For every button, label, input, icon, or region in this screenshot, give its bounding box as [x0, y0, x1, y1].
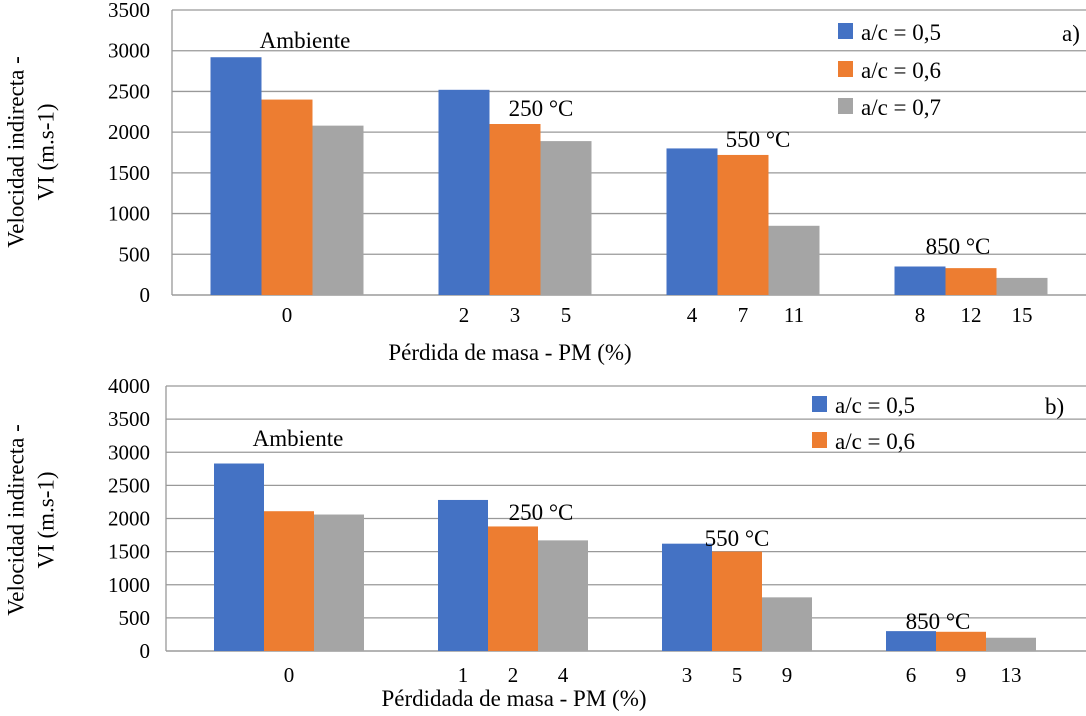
y-tick-label: 3000	[108, 440, 150, 464]
bar	[214, 463, 264, 651]
y-axis-title: Velocidad indirecta -	[3, 424, 28, 616]
legend-swatch	[838, 98, 853, 114]
legend-label: a/c = 0,6	[835, 429, 915, 454]
y-tick-label: 3500	[108, 407, 150, 431]
y-axis-title: VI (m.s-1)	[33, 103, 58, 200]
x-tick-label: 15	[1012, 303, 1033, 327]
bar	[264, 511, 314, 651]
group-annotation: 850 °C	[906, 609, 971, 634]
x-tick-label: 9	[956, 663, 967, 687]
bar	[489, 124, 541, 295]
y-tick-label: 2500	[108, 79, 150, 103]
y-tick-label: 4000	[108, 374, 150, 398]
y-tick-label: 1500	[108, 540, 150, 564]
group-annotation: Ambiente	[253, 426, 344, 451]
bar	[438, 89, 490, 295]
y-axis-title: Velocidad indirecta -	[3, 56, 28, 248]
legend-swatch	[838, 61, 853, 77]
bar	[666, 148, 718, 295]
legend-swatch	[838, 23, 853, 39]
chart-panel-b: 0 500 1000 1500 2000 2500 3000 3500 4000 0 Ambient…	[3, 374, 1086, 711]
bar	[662, 543, 712, 651]
x-tick-label: 2	[459, 303, 470, 327]
bar	[312, 125, 364, 295]
legend-swatch	[812, 432, 827, 448]
x-tick-label: 3	[682, 663, 693, 687]
bar	[261, 99, 313, 295]
x-tick-label: 11	[784, 303, 804, 327]
panel-label: a)	[1062, 21, 1080, 46]
y-tick-label: 1000	[108, 573, 150, 597]
y-tick-label: 3000	[108, 39, 150, 63]
bar	[210, 57, 262, 295]
x-axis-title: Pérdida de masa - PM (%)	[388, 340, 631, 365]
y-tick-label: 2000	[108, 507, 150, 531]
legend-label: a/c = 0,7	[861, 95, 941, 120]
x-tick-label: 8	[915, 303, 926, 327]
bar	[717, 154, 769, 295]
y-tick-label: 500	[119, 606, 151, 630]
x-tick-label: 4	[687, 303, 698, 327]
group-annotation: 550 °C	[726, 127, 791, 152]
legend-label: a/c = 0,6	[861, 58, 941, 83]
legend-label: a/c = 0,5	[835, 393, 915, 418]
x-tick-label: 9	[782, 663, 793, 687]
x-tick-label: 13	[1001, 663, 1022, 687]
x-tick-label: 0	[284, 663, 295, 687]
y-tick-label: 3500	[108, 0, 150, 22]
x-tick-label: 1	[458, 663, 469, 687]
bar	[762, 597, 812, 651]
y-tick-label: 500	[119, 242, 151, 266]
bar	[986, 637, 1036, 651]
y-axis-title: VI (m.s-1)	[33, 471, 58, 568]
bar	[886, 631, 936, 651]
x-tick-label: 5	[561, 303, 572, 327]
legend-swatch	[812, 396, 827, 412]
y-tick-label: 2500	[108, 473, 150, 497]
x-tick-label: 3	[510, 303, 521, 327]
panel-label: b)	[1045, 394, 1064, 419]
group-annotation: 550 °C	[705, 526, 770, 551]
x-axis-title: Pérdidada de masa - PM (%)	[381, 686, 646, 711]
bar	[438, 499, 488, 651]
bar	[894, 266, 946, 295]
x-tick-label: 2	[508, 663, 519, 687]
bar	[538, 540, 588, 651]
x-tick-label: 0	[282, 303, 293, 327]
group-annotation: 250 °C	[509, 500, 574, 525]
bar	[996, 277, 1048, 295]
y-tick-label: 1000	[108, 202, 150, 226]
bar	[712, 551, 762, 651]
x-tick-label: 7	[738, 303, 749, 327]
x-tick-label: 6	[906, 663, 917, 687]
bar	[945, 268, 997, 295]
group-annotation: 850 °C	[926, 234, 991, 259]
bar	[314, 514, 364, 651]
bar	[540, 141, 592, 295]
group-annotation: Ambiente	[260, 28, 351, 53]
x-tick-label: 4	[558, 663, 569, 687]
y-tick-label: 1500	[108, 161, 150, 185]
x-tick-label: 12	[961, 303, 982, 327]
y-tick-label: 2000	[108, 120, 150, 144]
bar	[936, 631, 986, 651]
bar	[488, 526, 538, 651]
legend-label: a/c = 0,5	[861, 20, 941, 45]
group-annotation: 250 °C	[509, 96, 574, 121]
chart-panel-a: 0 500 1000 1500 2000 2500 3000 3500 0 Ambiente 2 3 5…	[3, 0, 1086, 365]
y-tick-label: 0	[140, 639, 151, 663]
x-tick-label: 5	[732, 663, 743, 687]
y-tick-label: 0	[140, 283, 151, 307]
bar	[768, 225, 820, 295]
